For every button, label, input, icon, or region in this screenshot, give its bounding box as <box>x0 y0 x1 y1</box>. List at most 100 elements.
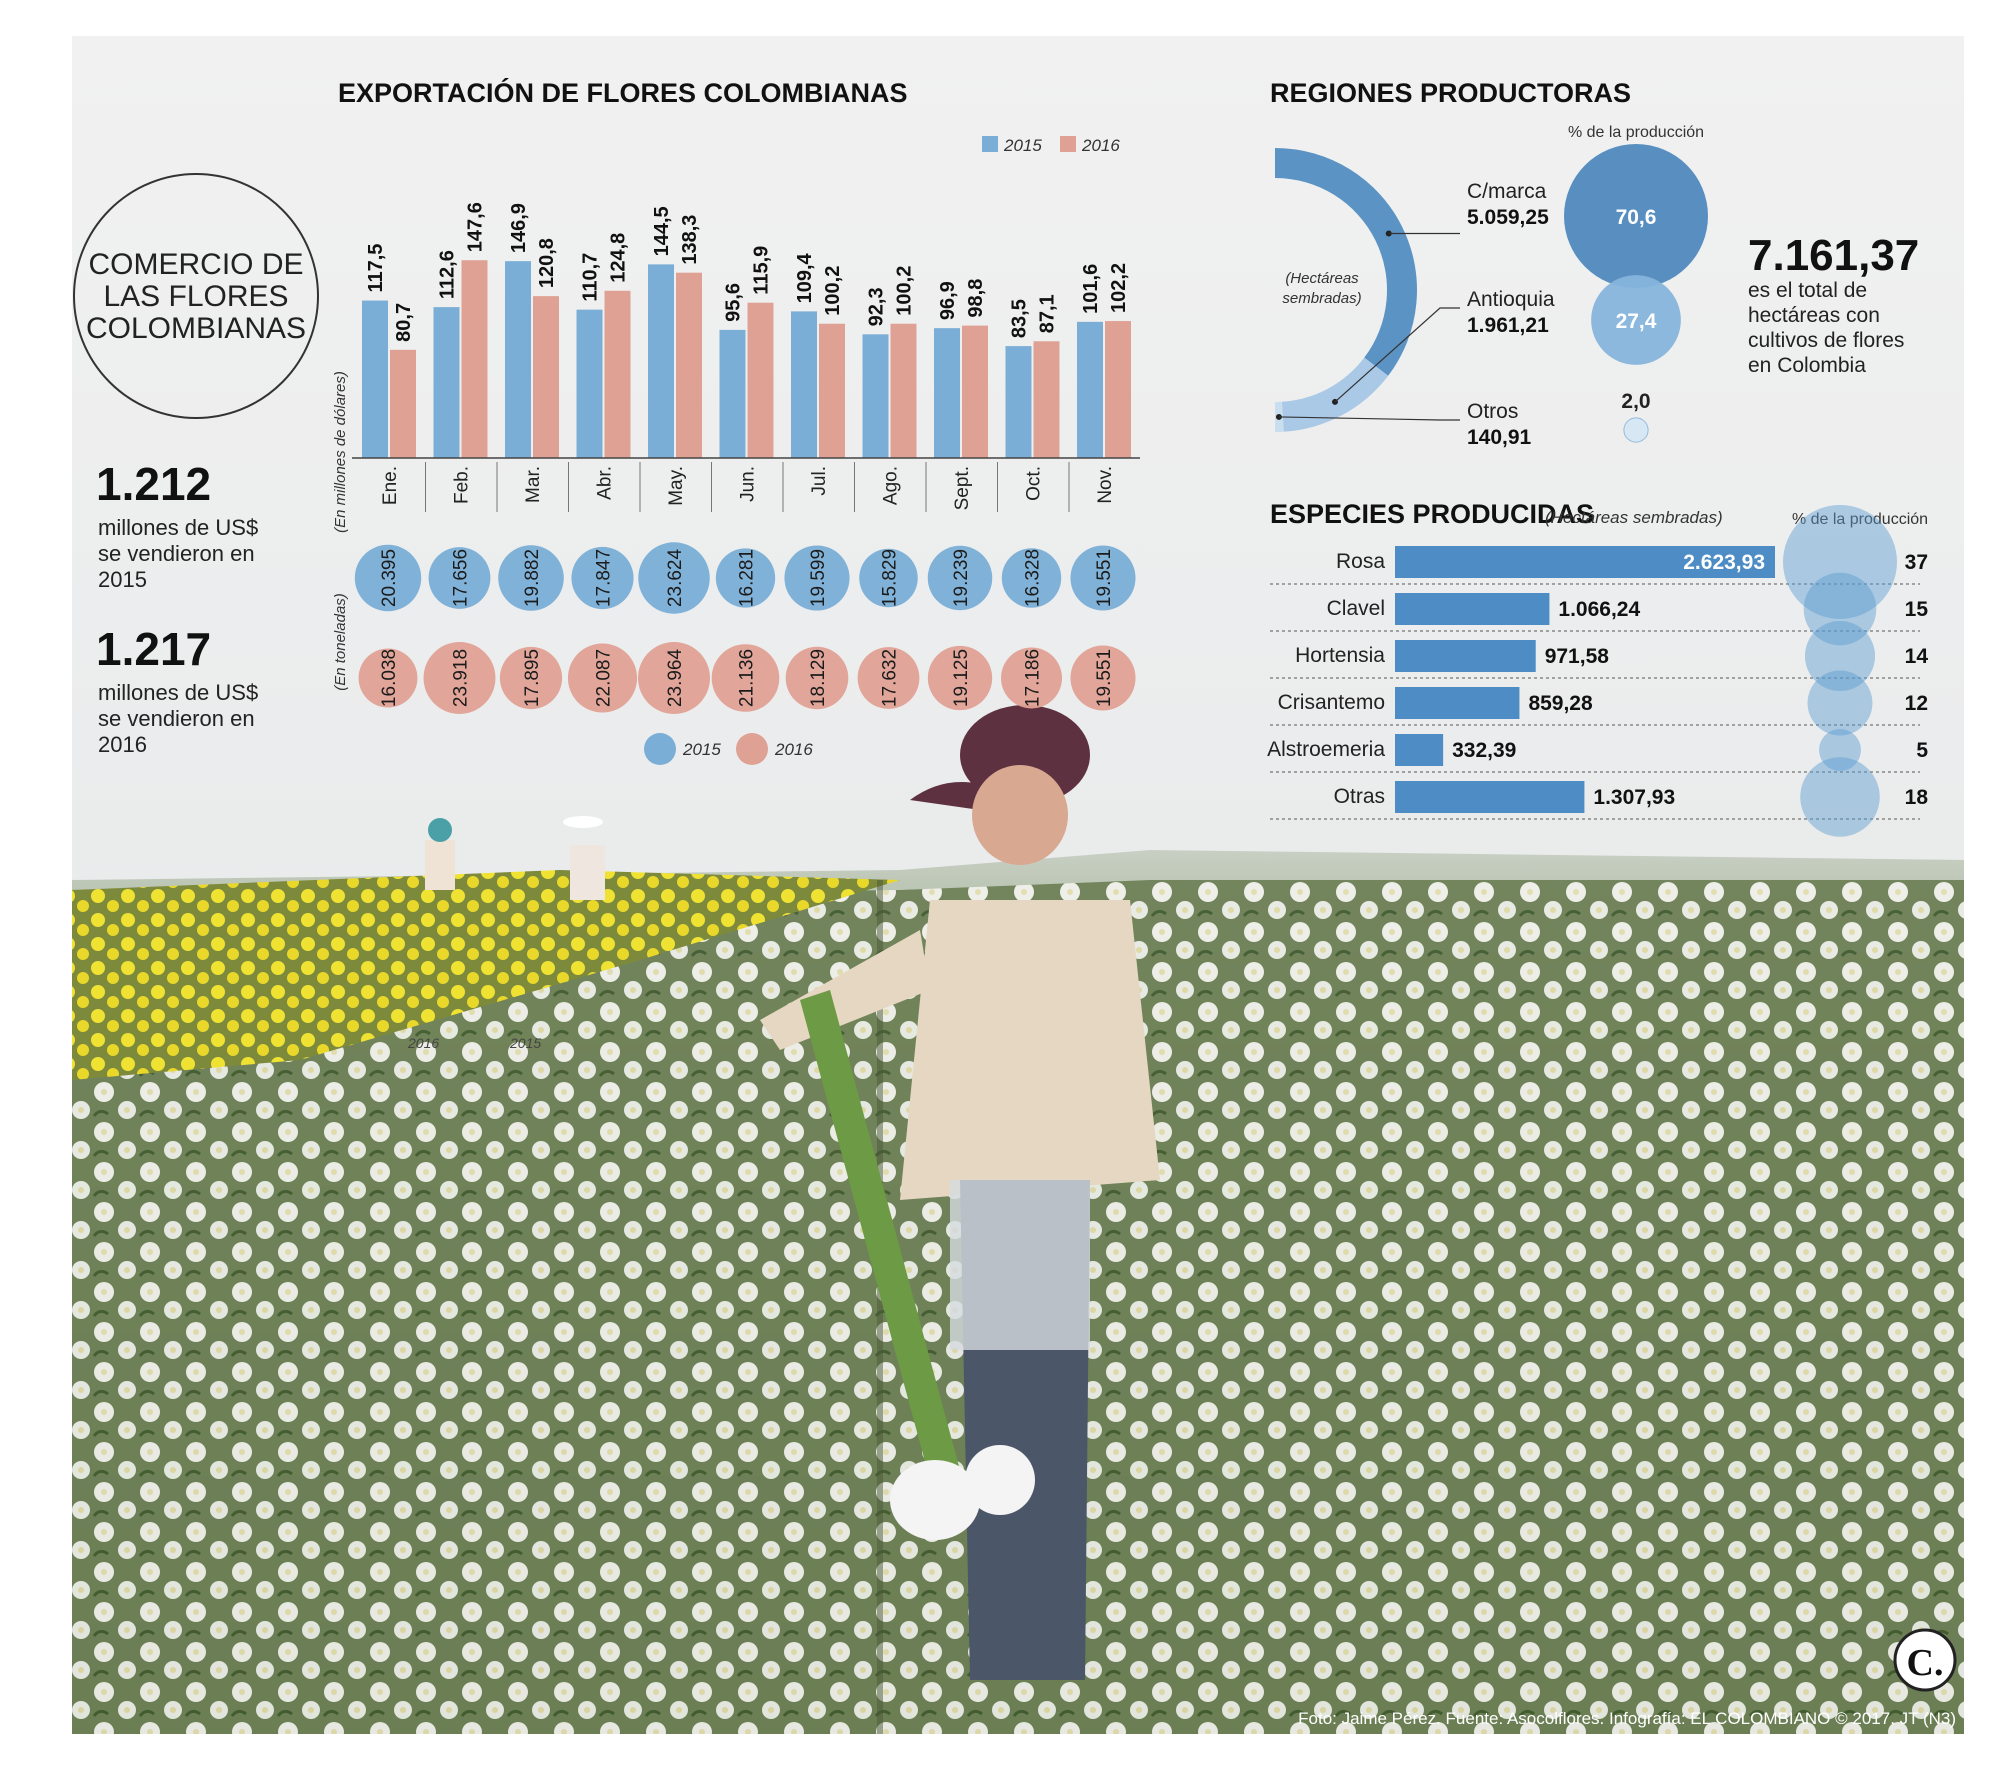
bar-label-2015-6: 109,4 <box>794 252 816 303</box>
total-2016: 1.217 millones de US$ se vendieron en 20… <box>96 623 258 757</box>
bar-label-2015-9: 83,5 <box>1009 299 1031 338</box>
bar-label-2016-5: 115,9 <box>751 246 773 295</box>
species-pct-title: % de la producción <box>1792 511 1928 528</box>
bar-label-2015-8: 96,9 <box>937 281 959 320</box>
section-title-circle: COMERCIO DE LAS FLORES COLOMBIANAS <box>73 173 319 419</box>
bubble-2015-6 <box>784 545 850 611</box>
species-pct-bubble-3 <box>1807 670 1873 736</box>
circle-title-line-2: LAS FLORES <box>103 280 288 313</box>
total-2015-line-3: 2015 <box>98 567 147 592</box>
region-value-2: 140,91 <box>1467 426 1532 449</box>
bar-label-2015-7: 92,3 <box>866 287 888 326</box>
species-pct-bubble-5 <box>1800 757 1880 837</box>
species-value-5: 1.307,93 <box>1593 786 1675 809</box>
bubble-legend-label-2015: 2015 <box>682 740 721 759</box>
bar-label-2016-2: 120,8 <box>536 238 558 288</box>
region-value-0: 5.059,25 <box>1467 206 1549 229</box>
bar-label-2015-4: 144,5 <box>651 206 673 256</box>
bar-label-2016-8: 98,8 <box>965 279 987 318</box>
total-2016-line-1: millones de US$ <box>98 680 258 705</box>
bubble-2015-4 <box>638 542 710 614</box>
bar-2016-3 <box>604 290 631 458</box>
bubble-label-2015-10: 19.551 <box>1094 549 1115 607</box>
month-label-10: Nov. <box>1095 466 1116 504</box>
month-label-1: Feb. <box>452 466 473 504</box>
region-name-1: Antioquia <box>1467 288 1555 311</box>
bar-2016-6 <box>819 323 845 458</box>
regions-title: REGIONES PRODUCTORAS <box>1270 78 1631 108</box>
bubble-label-2016-0: 16.038 <box>379 649 400 707</box>
worker-figure <box>760 705 1160 1680</box>
region-name-2: Otros <box>1467 400 1518 423</box>
region-pct-bubble-2 <box>1623 417 1649 443</box>
bubble-label-2016-1: 23.918 <box>451 649 472 707</box>
bubble-2016-8 <box>927 645 993 711</box>
region-pct-label-1: 27,4 <box>1616 310 1657 333</box>
bubble-2016-1 <box>423 642 496 714</box>
bar-label-2015-5: 95,6 <box>723 283 745 322</box>
region-pct-label-2: 2,0 <box>1621 390 1650 413</box>
species-pct-label-4: 5 <box>1916 739 1928 762</box>
bar-label-2016-0: 80,7 <box>393 303 415 342</box>
bar-label-2016-7: 100,2 <box>894 266 916 316</box>
regions-pct-title: % de la producción <box>1568 124 1704 141</box>
total-hectares-line-3: cultivos de flores <box>1748 329 1904 352</box>
month-label-9: Oct. <box>1024 466 1045 501</box>
photo-flower-field <box>72 705 1964 1734</box>
species-name-3: Crisantemo <box>1278 691 1385 714</box>
month-label-5: Jun. <box>738 466 759 502</box>
bubble-2015-5 <box>715 548 776 608</box>
region-pct-bubble-0 <box>1564 144 1708 288</box>
bubble-label-2015-7: 15.829 <box>880 549 901 607</box>
total-hectares-line-4: en Colombia <box>1748 354 1866 377</box>
month-label-2: Mar. <box>523 466 544 503</box>
bubble-label-2015-0: 20.395 <box>379 549 400 607</box>
species-value-2: 971,58 <box>1545 645 1610 668</box>
photo-mark-2015: 2015 <box>509 1035 541 1051</box>
bar-2015-6 <box>791 311 817 458</box>
species-title: ESPECIES PRODUCIDAS <box>1270 499 1594 529</box>
bubble-label-2015-4: 23.624 <box>665 549 686 608</box>
exports-y-label: (En millones de dólares) <box>332 371 349 533</box>
bubble-2016-6 <box>785 646 849 710</box>
tonnes-y-label: (En toneladas) <box>332 593 349 691</box>
total-hectares-value: 7.161,37 <box>1748 231 1919 280</box>
bar-2015-9 <box>1005 346 1032 458</box>
month-label-6: Jul. <box>809 466 830 496</box>
month-label-8: Sept. <box>952 466 973 510</box>
bar-2015-8 <box>934 328 960 458</box>
bar-label-2015-10: 101,6 <box>1080 264 1102 314</box>
total-2015-line-1: millones de US$ <box>98 515 258 540</box>
bar-label-2016-6: 100,2 <box>822 266 844 316</box>
species-bar-4 <box>1395 734 1444 766</box>
legend-swatch-2016 <box>1060 136 1076 152</box>
circle-title-line-3: COLOMBIANAS <box>86 312 306 345</box>
legend-swatch-2015 <box>982 136 998 152</box>
bar-label-2016-3: 124,8 <box>608 233 630 283</box>
bubble-label-2015-1: 17.656 <box>451 549 472 607</box>
bubble-label-2015-8: 19.239 <box>951 549 972 607</box>
species-name-0: Rosa <box>1336 550 1385 573</box>
regions-center-label-2: sembradas) <box>1282 290 1361 307</box>
bar-2015-3 <box>576 309 603 458</box>
bubble-label-2016-5: 21.136 <box>737 649 758 707</box>
bar-2015-10 <box>1077 321 1103 458</box>
species-pct-bubble-0 <box>1783 505 1897 619</box>
bar-2015-7 <box>862 334 889 458</box>
species-pct-bubble-1 <box>1803 572 1877 646</box>
species-pct-label-1: 15 <box>1905 598 1929 621</box>
regions-chart: REGIONES PRODUCTORAS % de la producción … <box>1270 78 1919 449</box>
total-2016-line-3: 2016 <box>98 732 147 757</box>
total-2015-value: 1.212 <box>96 458 211 510</box>
legend-label-2015: 2015 <box>1003 136 1042 155</box>
bar-2016-8 <box>962 325 988 458</box>
bubble-label-2016-4: 23.964 <box>665 649 686 708</box>
bubble-label-2016-7: 17.632 <box>880 649 901 707</box>
bubble-2016-5 <box>711 644 780 712</box>
species-value-4: 332,39 <box>1452 739 1516 762</box>
bar-2015-2 <box>505 261 531 458</box>
species-bar-0 <box>1395 546 1775 578</box>
bubble-2016-4 <box>638 642 710 714</box>
bubble-2015-9 <box>1001 548 1062 608</box>
bubble-legend-label-2016: 2016 <box>774 740 813 759</box>
